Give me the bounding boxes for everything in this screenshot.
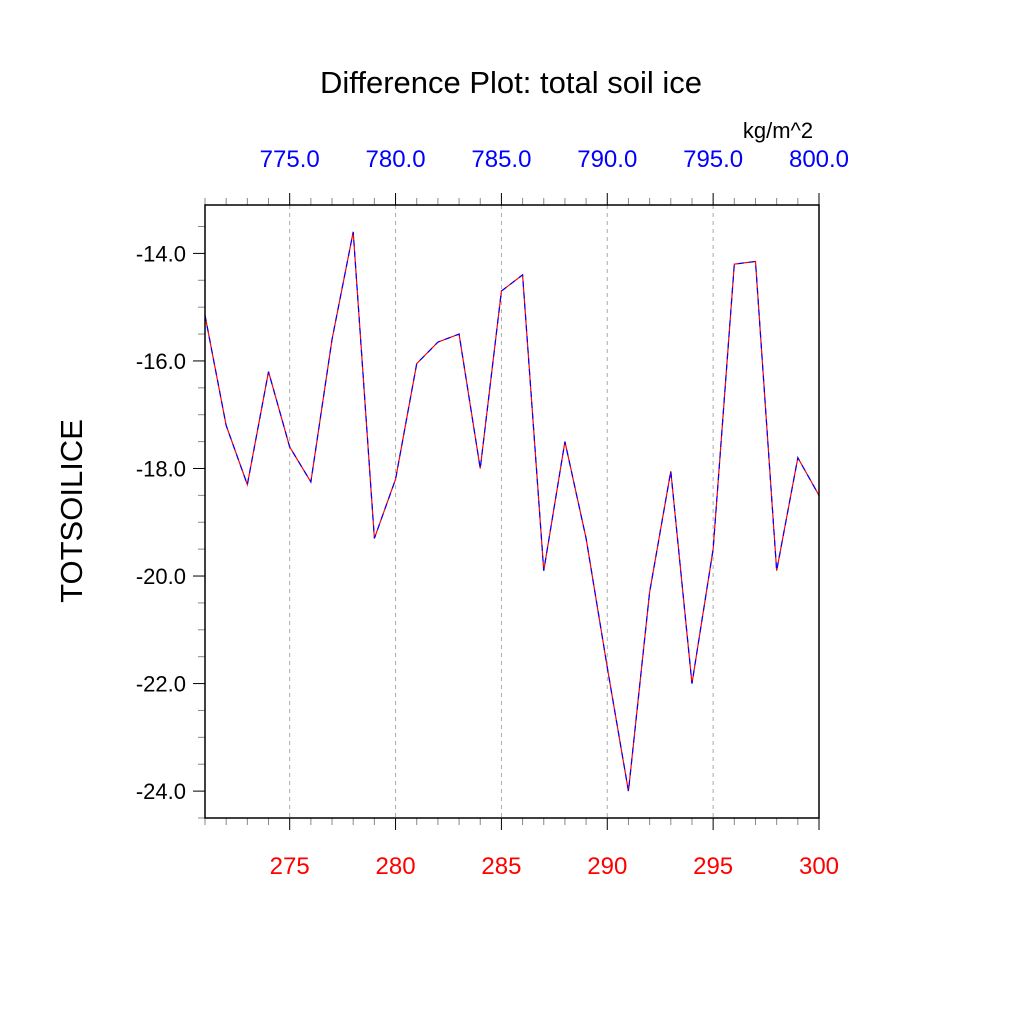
y-tick-label: -14.0 [136, 241, 186, 266]
x-tick-label-bottom: 280 [376, 853, 416, 880]
x-tick-label-top: 775.0 [260, 146, 320, 173]
x-tick-label-bottom: 295 [693, 853, 733, 880]
x-tick-label-top: 795.0 [683, 146, 743, 173]
y-tick-label: -16.0 [136, 349, 186, 374]
x-tick-label-top: 790.0 [577, 146, 637, 173]
y-axis-label: TOTSOILICE [54, 419, 89, 603]
x-tick-label-bottom: 285 [481, 853, 521, 880]
y-tick-label: -24.0 [136, 779, 186, 804]
x-tick-label-bottom: 290 [587, 853, 627, 880]
units-label: kg/m^2 [743, 118, 813, 143]
y-tick-label: -20.0 [136, 564, 186, 589]
x-tick-label-bottom: 275 [270, 853, 310, 880]
x-tick-label-bottom: 300 [799, 853, 839, 880]
y-tick-label: -22.0 [136, 672, 186, 697]
series-line-1 [204, 231, 820, 792]
chart-title: Difference Plot: total soil ice [320, 65, 702, 100]
x-tick-label-top: 780.0 [366, 146, 426, 173]
y-tick-label: -18.0 [136, 456, 186, 481]
series-line-2 [204, 231, 820, 792]
x-tick-label-top: 800.0 [789, 146, 849, 173]
plot-frame [204, 204, 820, 819]
x-tick-label-top: 785.0 [471, 146, 531, 173]
